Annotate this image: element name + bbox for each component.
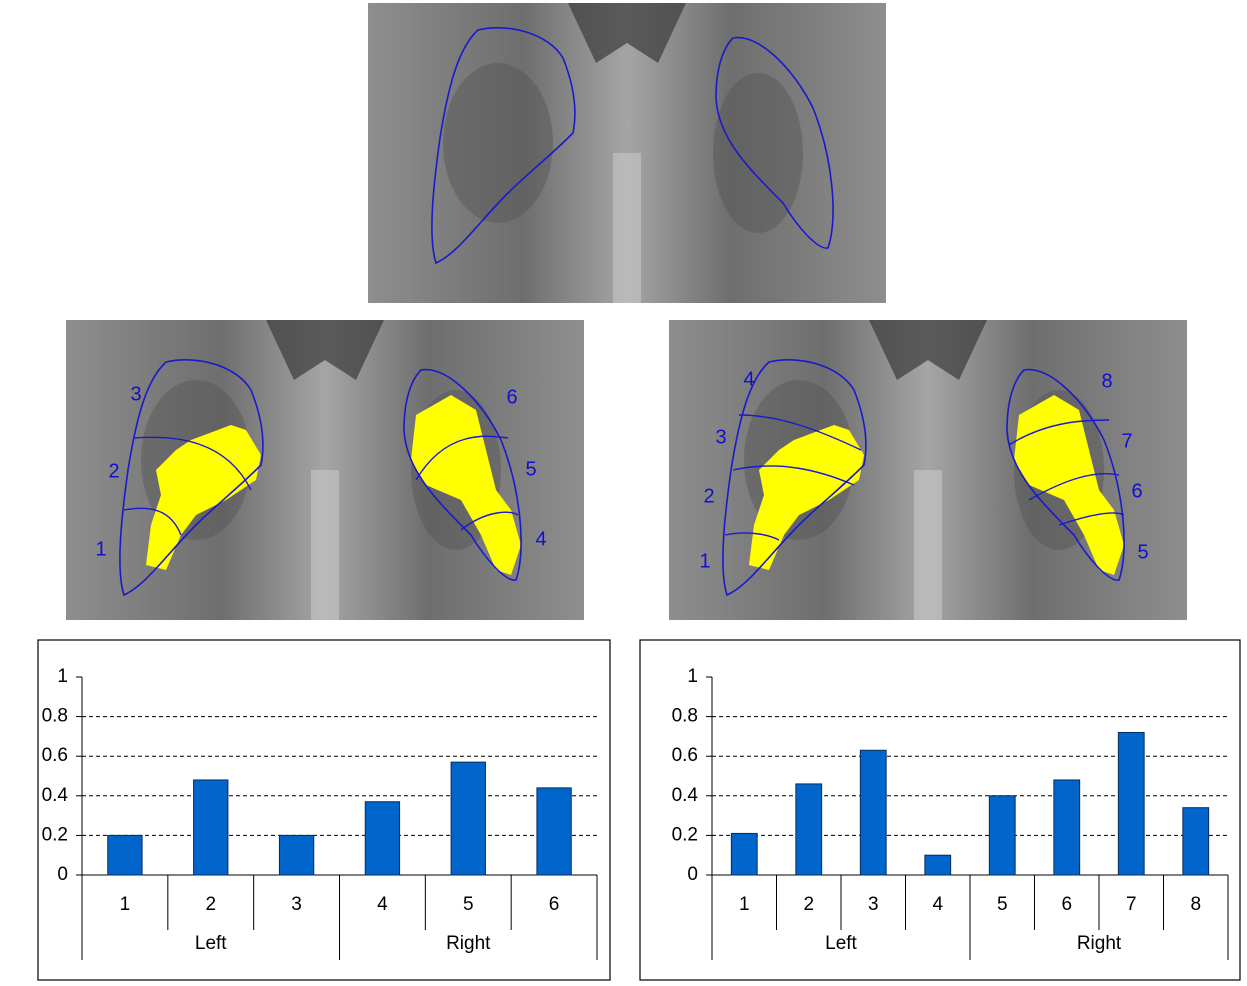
region-label: 3 (715, 426, 726, 448)
region-label: 2 (703, 485, 714, 507)
bar (1118, 732, 1144, 875)
x-tick-label: 2 (803, 894, 814, 915)
region-label: 5 (525, 458, 536, 480)
y-tick-label: 0 (687, 864, 698, 885)
bar (194, 780, 228, 875)
y-tick-label: 0.4 (42, 785, 69, 806)
region-label: 8 (1101, 370, 1112, 392)
chart-frame (38, 640, 610, 980)
bar (925, 855, 951, 875)
region-label: 7 (1121, 430, 1132, 452)
bar (537, 788, 571, 875)
y-tick-label: 0.6 (42, 745, 68, 766)
chart-frame (640, 640, 1240, 980)
y-tick-label: 0.4 (672, 785, 699, 806)
y-tick-label: 0.8 (42, 706, 68, 727)
mri-right (669, 320, 1187, 620)
y-tick-label: 0.2 (42, 824, 68, 845)
mri-left (66, 320, 584, 620)
x-tick-label: 8 (1190, 894, 1201, 915)
region-label: 2 (108, 460, 119, 482)
region-label: 4 (743, 368, 754, 390)
x-tick-label: 2 (205, 894, 216, 915)
x-tick-label: 1 (120, 894, 131, 915)
bar (365, 802, 399, 875)
bar (731, 833, 757, 875)
group-label: Right (1077, 933, 1122, 954)
x-tick-label: 4 (932, 894, 943, 915)
bar (279, 835, 313, 875)
bar (108, 835, 142, 875)
group-label: Left (825, 933, 857, 954)
x-tick-label: 3 (868, 894, 879, 915)
region-label: 6 (506, 386, 517, 408)
group-label: Left (195, 933, 227, 954)
y-tick-label: 0.6 (672, 745, 698, 766)
region-label: 5 (1137, 541, 1148, 563)
figure: 1234561234567800.20.40.60.81123Left456Ri… (0, 0, 1247, 981)
region-label: 3 (130, 383, 141, 405)
region-label: 6 (1131, 480, 1142, 502)
bar (451, 762, 485, 875)
bar (1183, 808, 1209, 875)
bar (989, 796, 1015, 875)
y-tick-label: 1 (57, 666, 68, 687)
mri-top (368, 3, 886, 303)
bar (796, 784, 822, 875)
x-tick-label: 5 (463, 894, 474, 915)
region-label: 1 (699, 550, 710, 572)
x-tick-label: 3 (291, 894, 302, 915)
y-tick-label: 0 (57, 864, 68, 885)
y-tick-label: 0.2 (672, 824, 698, 845)
region-label: 4 (535, 528, 546, 550)
y-tick-label: 1 (687, 666, 698, 687)
x-tick-label: 6 (1061, 894, 1072, 915)
x-tick-label: 1 (739, 894, 750, 915)
x-tick-label: 5 (997, 894, 1008, 915)
bar (860, 750, 886, 875)
group-label: Right (446, 933, 491, 954)
region-label: 1 (95, 538, 106, 560)
x-tick-label: 4 (377, 894, 388, 915)
x-tick-label: 6 (549, 894, 560, 915)
x-tick-label: 7 (1126, 894, 1137, 915)
bar (1054, 780, 1080, 875)
y-tick-label: 0.8 (672, 706, 698, 727)
